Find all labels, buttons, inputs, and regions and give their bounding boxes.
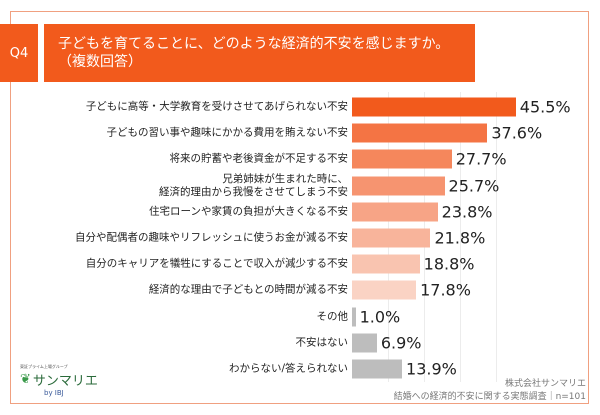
gridline xyxy=(496,92,497,382)
title-line-1: 子どもを育てることに、どのような経済的不安を感じますか。 xyxy=(58,36,450,52)
value-label: 1.0% xyxy=(359,307,401,327)
value-label: 27.7% xyxy=(455,149,507,169)
company-credit: 株式会社サンマリエ xyxy=(504,379,586,389)
bar xyxy=(352,176,445,196)
sunmarie-logo: 東証プライム上場グループ ❦ サンマリエ by IBJ xyxy=(20,364,98,397)
question-title: 子どもを育てることに、どのような経済的不安を感じますか。 （複数回答） xyxy=(44,24,475,82)
logo-by: by IBJ xyxy=(44,389,64,397)
bar xyxy=(352,307,356,327)
bar xyxy=(352,202,438,222)
bar xyxy=(352,333,377,353)
category-label: 住宅ローンや家賃の負担が大きくなる不安 xyxy=(149,205,348,218)
category-label: その他 xyxy=(316,310,349,323)
value-label: 6.9% xyxy=(380,333,422,353)
value-label: 13.9% xyxy=(406,359,457,379)
leaf-icon: ❦ xyxy=(20,372,31,387)
category-label: 自分のキャリアを犠牲にすることで収入が減少する不安 xyxy=(85,257,348,270)
bar xyxy=(352,254,420,274)
bar xyxy=(352,228,431,248)
value-label: 37.6% xyxy=(491,123,543,143)
bar xyxy=(352,123,488,143)
category-label: 不安はない xyxy=(295,336,349,349)
category-label: わからない/答えられない xyxy=(228,362,348,375)
value-label: 23.8% xyxy=(441,202,493,222)
value-label: 21.8% xyxy=(434,228,486,248)
survey-credit: 結婚への経済的不安に関する実態調査｜n=101 xyxy=(393,392,586,402)
category-label: 経済的な理由で子どもとの時間が減る不安 xyxy=(148,283,348,296)
bar xyxy=(352,97,516,117)
value-label: 45.5% xyxy=(519,97,571,117)
value-label: 17.8% xyxy=(420,280,471,300)
category-label: 子どもの習い事や趣味にかかる費用を賄えない不安 xyxy=(106,126,349,139)
gridline xyxy=(460,92,461,382)
category-label: 将来の貯蓄や老後資金が不足する不安 xyxy=(169,152,349,165)
bar xyxy=(352,359,403,379)
bar xyxy=(352,280,417,300)
category-label: 子どもに高等・大学教育を受けさせてあげられない不安 xyxy=(85,100,348,113)
bar xyxy=(352,149,452,169)
category-label: 自分や配偶者の趣味やリフレッシュに使うお金が減る不安 xyxy=(75,231,348,244)
logo-tagline: 東証プライム上場グループ xyxy=(20,364,68,369)
category-label: 兄弟姉妹が生まれた時に、 経済的理由から我慢をさせてしまう不安 xyxy=(159,172,348,198)
chart-frame xyxy=(10,11,589,404)
title-line-2: （複数回答） xyxy=(58,54,142,70)
logo-name: サンマリエ xyxy=(32,374,98,389)
value-label: 18.8% xyxy=(423,254,475,274)
question-badge: Q4 xyxy=(0,24,38,82)
value-label: 25.7% xyxy=(448,176,500,196)
